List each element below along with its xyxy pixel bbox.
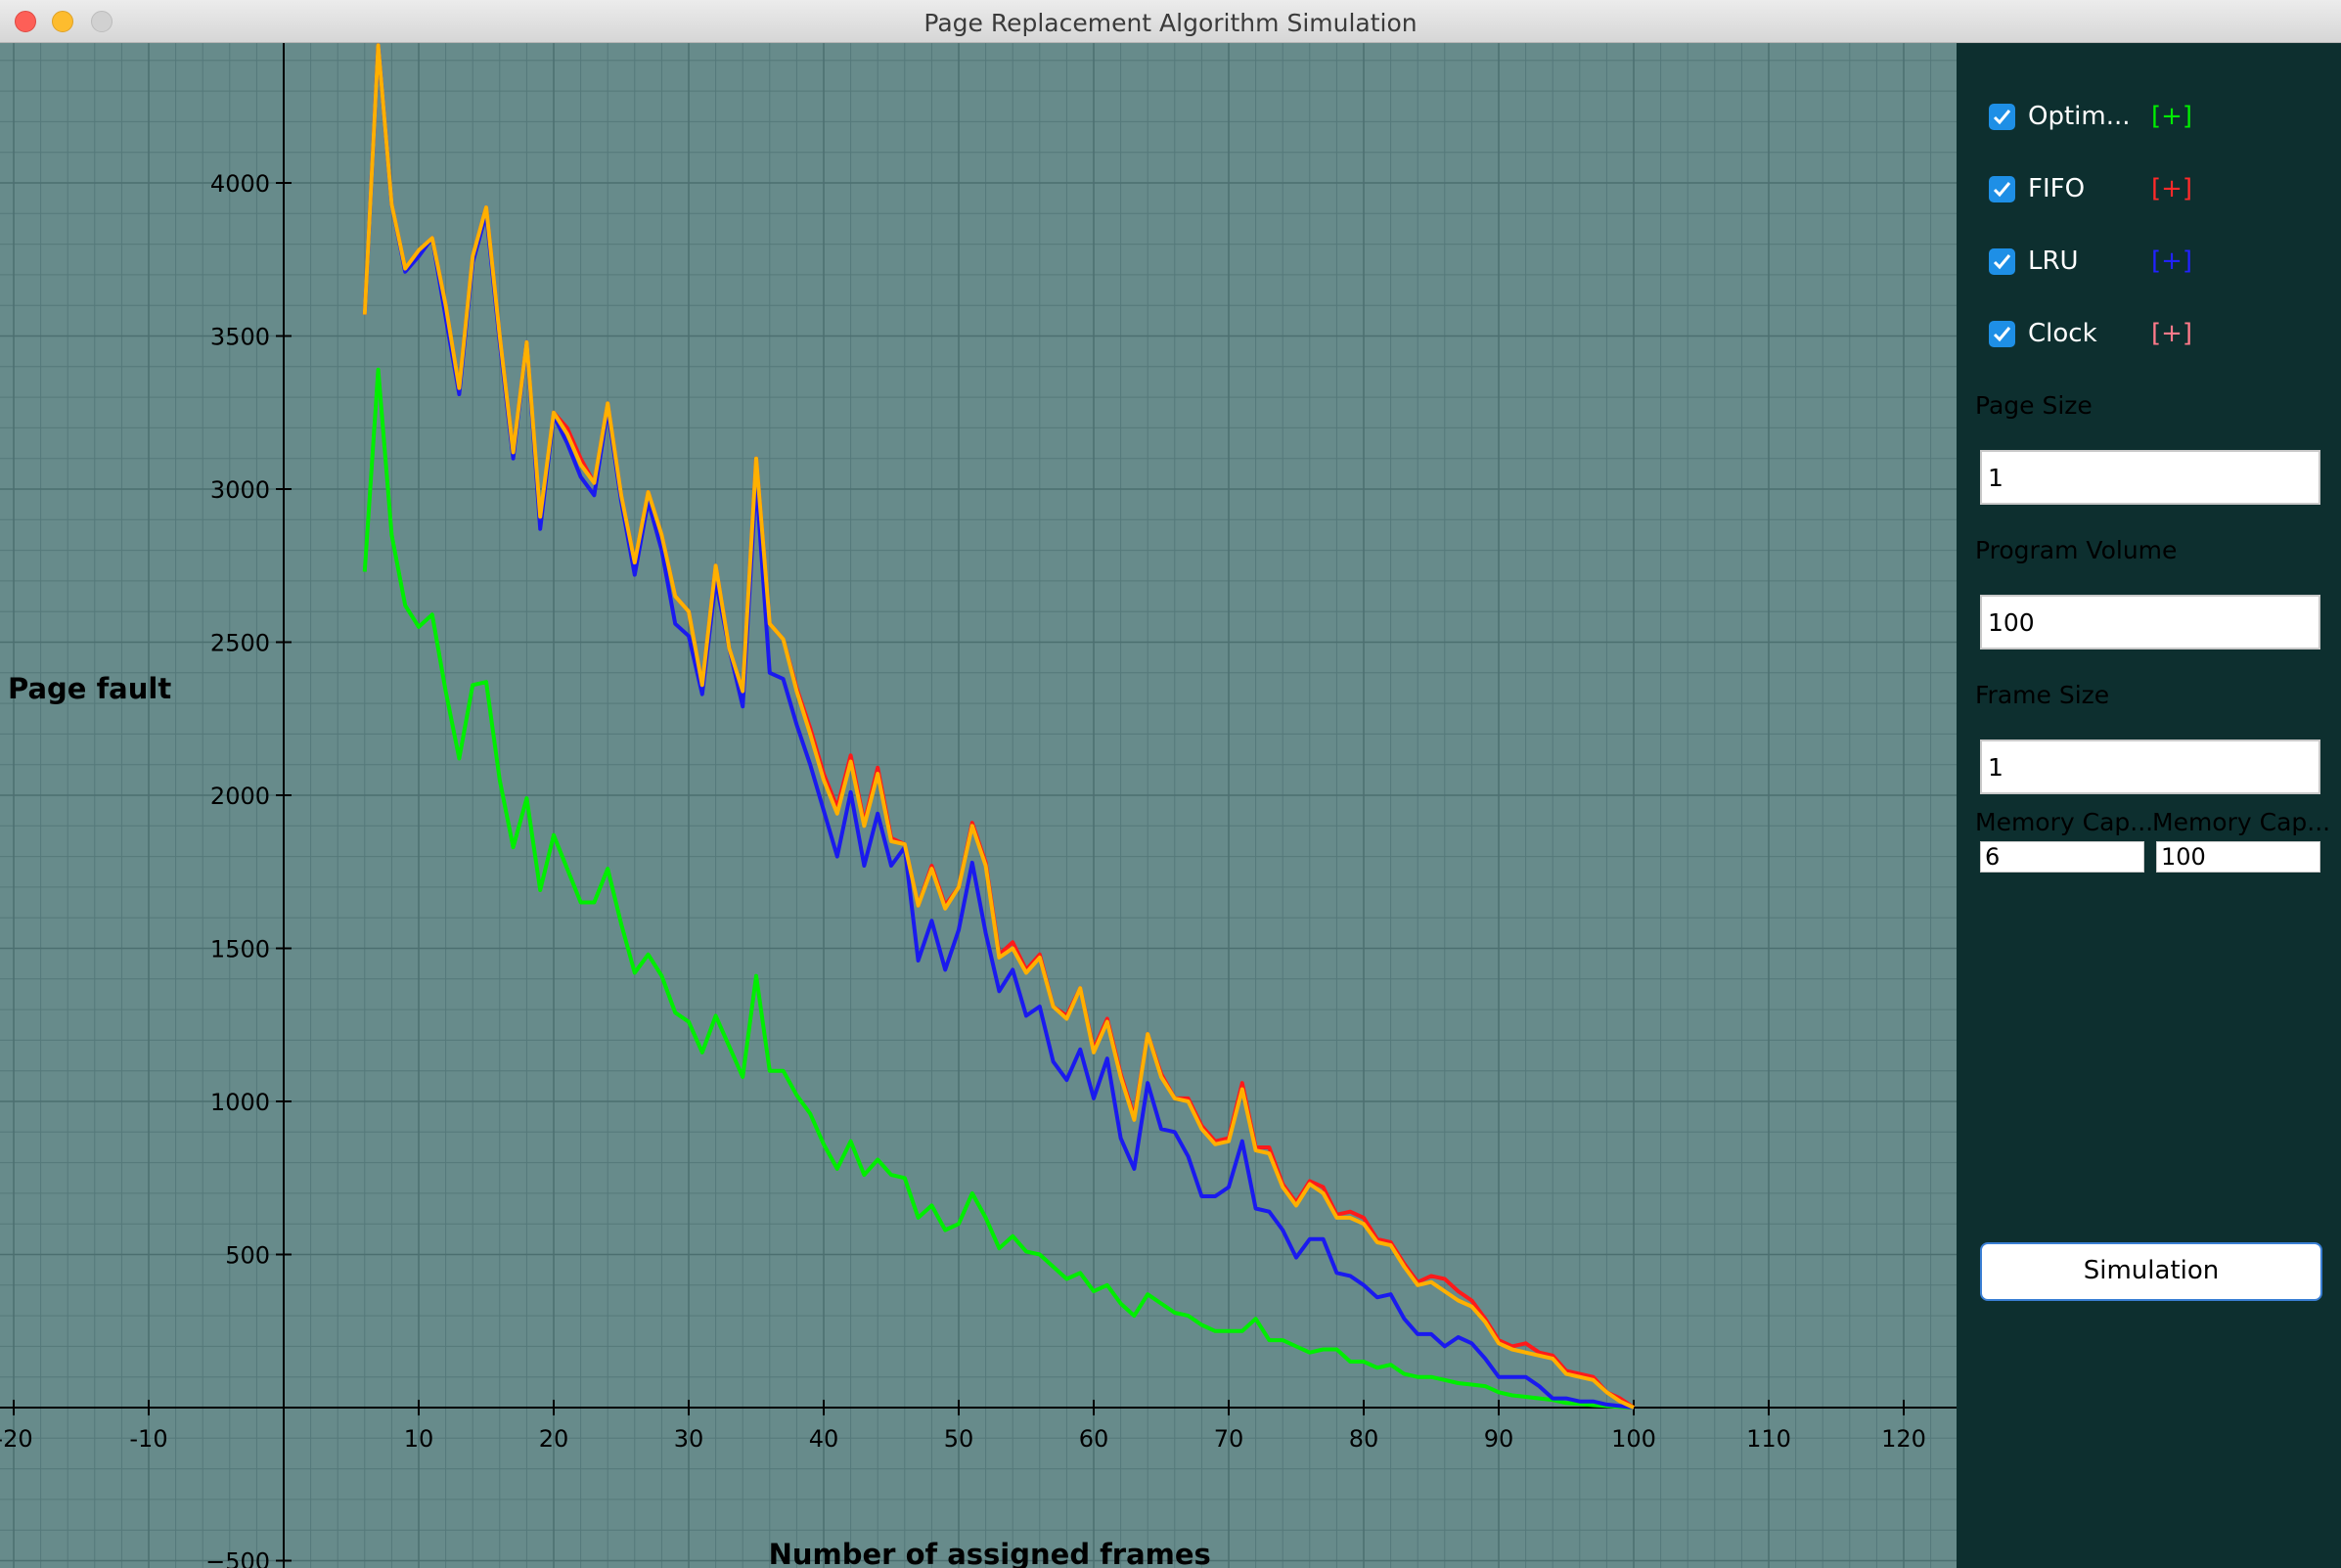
window-title: Page Replacement Algorithm Simulation (923, 9, 1418, 37)
chart-grid (0, 43, 1957, 1568)
chart-labels: -20 -10 10 20 30 40 50 60 70 80 90 100 110 120 −500 500… (0, 170, 1926, 1568)
x-tick-label: -10 (129, 1425, 167, 1453)
x-tick-label: 50 (944, 1425, 974, 1453)
y-tick-label: 2500 (210, 630, 270, 657)
x-tick-label: 70 (1214, 1425, 1244, 1453)
frame-size-label: Frame Size (1975, 681, 2110, 709)
y-tick-label: −500 (205, 1548, 270, 1568)
frame-size-input[interactable] (1980, 739, 2320, 794)
lru-add-link[interactable]: [+] (2151, 246, 2193, 276)
x-axis-title: Number of assigned frames (769, 1538, 1211, 1568)
fifo-label: FIFO (2028, 174, 2086, 203)
checkmark-icon (1993, 182, 2011, 198)
fifo-checkbox[interactable] (1989, 176, 2015, 202)
series-line-optim (362, 367, 1635, 1410)
checkmark-icon (1993, 110, 2011, 125)
algorithm-toggle-lru[interactable]: LRU [+] (1989, 243, 2321, 282)
x-tick-label: 110 (1746, 1425, 1791, 1453)
x-tick-label: 90 (1484, 1425, 1514, 1453)
memory-cap-max-input[interactable] (2156, 841, 2320, 873)
series-line-lru (362, 43, 1635, 1410)
zoom-window-button[interactable] (91, 11, 113, 32)
y-tick-label: 500 (225, 1242, 270, 1270)
x-tick-label: 10 (404, 1425, 434, 1453)
x-tick-label: -20 (0, 1425, 33, 1453)
optimal-checkbox[interactable] (1989, 104, 2015, 130)
page-fault-chart: -20 -10 10 20 30 40 50 60 70 80 90 100 110 120 −500 500… (0, 43, 1957, 1568)
y-tick-label: 1000 (210, 1089, 270, 1116)
x-tick-label: 30 (674, 1425, 704, 1453)
page-size-label: Page Size (1975, 391, 2093, 420)
lru-label: LRU (2028, 246, 2079, 276)
clock-label: Clock (2028, 319, 2097, 348)
x-tick-label: 20 (539, 1425, 569, 1453)
page-size-input[interactable] (1980, 450, 2320, 505)
chart-series (362, 43, 1636, 1410)
clock-checkbox[interactable] (1989, 321, 2015, 347)
x-tick-label: 100 (1611, 1425, 1656, 1453)
y-axis-title: Page fault (8, 672, 171, 705)
chart-axes (0, 43, 1957, 1568)
y-tick-label: 4000 (210, 170, 270, 198)
series-line-fifo (362, 43, 1636, 1410)
x-tick-label: 60 (1079, 1425, 1109, 1453)
close-window-button[interactable] (15, 11, 36, 32)
x-tick-label: 40 (809, 1425, 839, 1453)
optimal-label: Optim... (2028, 102, 2131, 131)
series-line-clock (362, 43, 1635, 1410)
checkmark-icon (1993, 327, 2011, 342)
memory-cap-max-label: Memory Cap... (2152, 808, 2331, 836)
memory-cap-min-input[interactable] (1980, 841, 2144, 873)
control-panel: Optim... [+] FIFO [+] LRU [+] Clock [+] … (1957, 43, 2341, 1568)
y-tick-label: 2000 (210, 783, 270, 810)
algorithm-toggle-clock[interactable]: Clock [+] (1989, 315, 2321, 354)
checkmark-icon (1993, 254, 2011, 270)
title-bar: Page Replacement Algorithm Simulation (0, 0, 2341, 43)
lru-checkbox[interactable] (1989, 248, 2015, 275)
minimize-window-button[interactable] (52, 11, 73, 32)
y-tick-label: 3500 (210, 324, 270, 351)
chart-area[interactable]: -20 -10 10 20 30 40 50 60 70 80 90 100 110 120 −500 500… (0, 43, 1957, 1568)
x-tick-label: 120 (1881, 1425, 1926, 1453)
program-volume-input[interactable] (1980, 595, 2320, 650)
y-tick-label: 3000 (210, 476, 270, 504)
simulation-button[interactable]: Simulation (1980, 1242, 2322, 1301)
program-volume-label: Program Volume (1975, 536, 2178, 564)
algorithm-toggle-optimal[interactable]: Optim... [+] (1989, 98, 2321, 137)
memory-cap-min-label: Memory Cap... (1975, 808, 2154, 836)
algorithm-toggle-fifo[interactable]: FIFO [+] (1989, 170, 2321, 209)
fifo-add-link[interactable]: [+] (2151, 174, 2193, 203)
x-tick-label: 80 (1349, 1425, 1379, 1453)
y-tick-label: 1500 (210, 936, 270, 963)
optimal-add-link[interactable]: [+] (2151, 102, 2193, 131)
clock-add-link[interactable]: [+] (2151, 319, 2193, 348)
